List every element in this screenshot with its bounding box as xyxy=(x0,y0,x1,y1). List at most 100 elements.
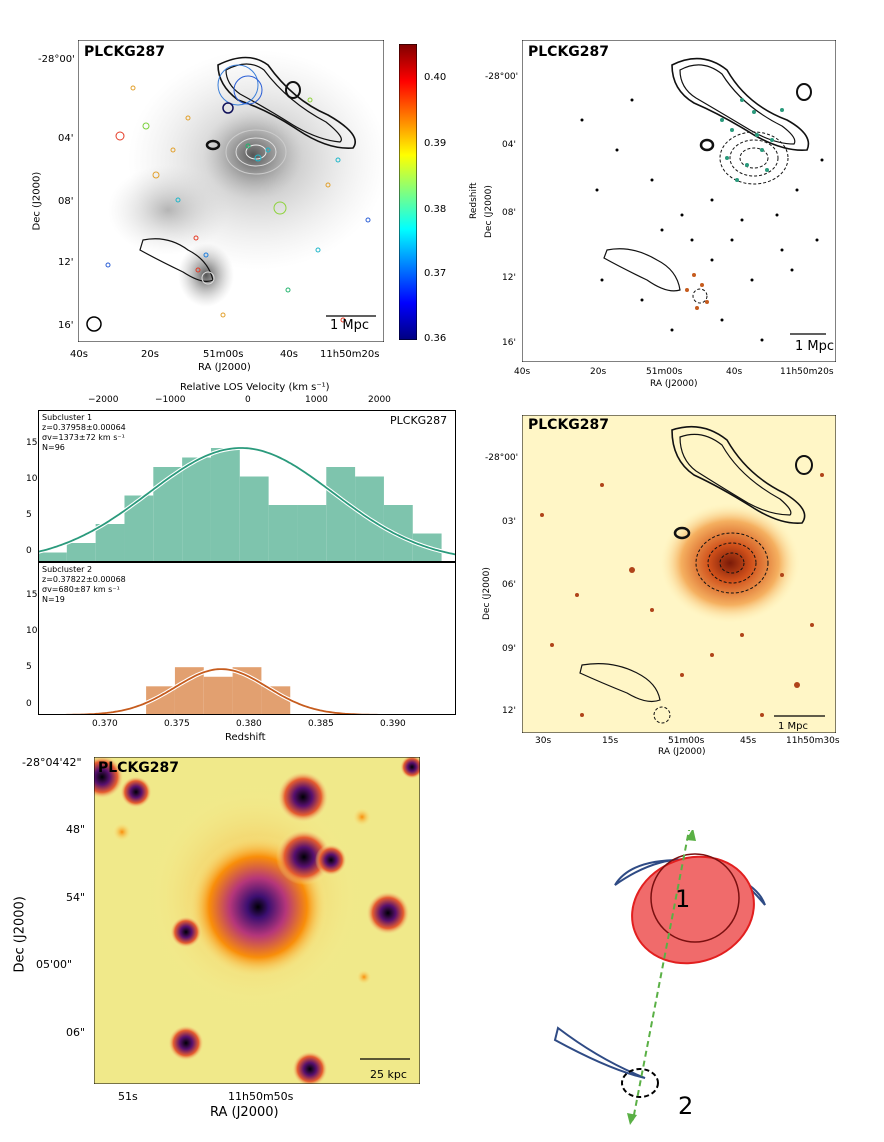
dec-tick: -28°04'42" xyxy=(22,756,82,769)
ra-tick: 40s xyxy=(70,349,88,360)
ra-tick: 11h50m50s xyxy=(228,1090,294,1103)
ra-tick: 40s xyxy=(726,367,743,377)
dec-tick: -28°00' xyxy=(485,72,519,82)
panel-a-title: PLCKG287 xyxy=(84,44,166,60)
top-axis-tick: 0 xyxy=(245,395,251,405)
colorbar-tick: 0.40 xyxy=(424,72,447,83)
ra-tick: 15s xyxy=(602,736,619,746)
dec-tick: 06" xyxy=(66,1026,86,1039)
ra-tick: 11h50m30s xyxy=(786,736,840,746)
panel-b-field xyxy=(580,98,824,342)
panel-e-scale-label: 25 kpc xyxy=(370,1068,407,1081)
panel-d-xlabel: RA (J2000) xyxy=(658,747,706,757)
sub1-bar xyxy=(66,543,96,562)
panel-e: PLCKG287 25 kpc -28°04'42" 48" 54" 05'00… xyxy=(0,750,470,1142)
sub1-name: Subcluster 1 xyxy=(42,413,93,422)
top-axis-tick: −2000 xyxy=(88,395,119,405)
ra-tick: 20s xyxy=(141,349,159,360)
panel-b: PLCKG287 1 Mpc -28°00' 04' 08' 12' 16' D… xyxy=(480,0,884,395)
colorbar-label: Redshift xyxy=(469,182,479,219)
dec-tick: 04' xyxy=(502,140,516,150)
top-axis-tick: 2000 xyxy=(368,395,391,405)
colorbar-tick: 0.36 xyxy=(424,333,447,344)
histogram-subcluster2 xyxy=(38,562,456,715)
ra-tick: 51m00s xyxy=(203,349,244,360)
panel-a-scale-label: 1 Mpc xyxy=(330,318,370,333)
diagram-label-1: 1 xyxy=(675,885,691,913)
dec-tick: 09' xyxy=(502,644,516,654)
top-axis-label: Relative LOS Velocity (km s⁻¹) xyxy=(180,382,330,393)
panel-f: 1 2 xyxy=(540,830,840,1142)
panel-a: PLCKG287 1 Mpc 0.40 0.39 0.38 0.37 0.36 … xyxy=(0,0,480,380)
panel-b-scale-label: 1 Mpc xyxy=(795,339,835,354)
sub1-bar xyxy=(239,476,269,562)
panel-a-ylabel: Dec (J2000) xyxy=(31,171,43,231)
panel-b-members xyxy=(720,98,784,182)
dec-tick: 12' xyxy=(58,257,74,268)
sub2-sigma: σv=680±87 km s⁻¹ xyxy=(42,585,120,594)
dec-tick: 54" xyxy=(66,891,86,904)
x-tick: 0.380 xyxy=(236,719,262,729)
top-axis-tick: −1000 xyxy=(155,395,186,405)
panel-e-title: PLCKG287 xyxy=(98,760,180,776)
sub1-bar xyxy=(268,505,298,562)
sub1-bar xyxy=(153,467,183,562)
panel-a-map xyxy=(78,40,384,342)
dec-tick: 06' xyxy=(502,580,516,590)
dec-tick: 03' xyxy=(502,517,516,527)
x-tick: 0.390 xyxy=(380,719,406,729)
panel-b-xlabel: RA (J2000) xyxy=(650,379,698,389)
top-axis-tick: 1000 xyxy=(305,395,328,405)
ra-tick: 30s xyxy=(535,736,552,746)
sub1-frame xyxy=(38,410,456,562)
dec-tick: 04' xyxy=(58,133,74,144)
ra-tick: 51m00s xyxy=(668,736,705,746)
hist-title: PLCKG287 xyxy=(390,414,448,427)
sub1-bar xyxy=(297,505,327,562)
y-tick: 10 xyxy=(26,626,38,636)
y-tick: 15 xyxy=(26,590,38,600)
sub1-n: N=96 xyxy=(42,443,65,452)
sub2-bar xyxy=(203,676,233,715)
dec-tick: -28°00' xyxy=(485,453,519,463)
sub1-bar xyxy=(38,552,67,562)
dec-tick: 48" xyxy=(66,823,86,836)
ra-tick: 51s xyxy=(118,1090,138,1103)
panel-b-sub2 xyxy=(685,273,709,310)
sub2-name: Subcluster 2 xyxy=(42,565,93,574)
dec-tick: 12' xyxy=(502,706,516,716)
sub2-n: N=19 xyxy=(42,595,65,604)
ra-tick: 11h50m20s xyxy=(320,349,380,360)
x-tick: 0.385 xyxy=(308,719,334,729)
panel-d-scale-label: 1 Mpc xyxy=(778,721,809,732)
sub1-bar xyxy=(95,524,125,562)
y-tick: 5 xyxy=(26,662,32,672)
colorbar-tick: 0.39 xyxy=(424,138,447,149)
panel-e-xlabel: RA (J2000) xyxy=(210,1105,279,1120)
ra-tick: 20s xyxy=(590,367,607,377)
sub1-sigma: σv=1373±72 km s⁻¹ xyxy=(42,433,125,442)
sub2-z: z=0.37822±0.00068 xyxy=(42,575,126,584)
ra-tick: 40s xyxy=(280,349,298,360)
panel-d-ylabel: Dec (J2000) xyxy=(482,567,492,620)
x-tick: 0.370 xyxy=(92,719,118,729)
panel-b-map xyxy=(522,40,836,362)
ra-tick: 11h50m20s xyxy=(780,367,834,377)
dec-tick: 05'00" xyxy=(36,958,73,971)
y-tick: 0 xyxy=(26,546,32,556)
dec-tick: 08' xyxy=(58,196,74,207)
dec-tick: 16' xyxy=(502,338,516,348)
sub2-frame xyxy=(38,562,456,715)
panel-c: Relative LOS Velocity (km s⁻¹) −2000 −10… xyxy=(0,380,480,750)
dec-tick: 16' xyxy=(58,320,74,331)
histogram-subcluster1 xyxy=(38,410,456,562)
y-tick: 10 xyxy=(26,474,38,484)
y-tick: 5 xyxy=(26,510,32,520)
schematic-diagram xyxy=(553,830,766,1125)
panel-d: PLCKG287 1 Mpc -28°00' 03' 06' 09' 12' D… xyxy=(480,395,884,757)
panel-e-ylabel: Dec (J2000) xyxy=(12,896,28,973)
ra-tick: 40s xyxy=(514,367,531,377)
dec-tick: 12' xyxy=(502,273,516,283)
dec-tick: -28°00' xyxy=(38,54,75,65)
colorbar-tick: 0.38 xyxy=(424,204,447,215)
